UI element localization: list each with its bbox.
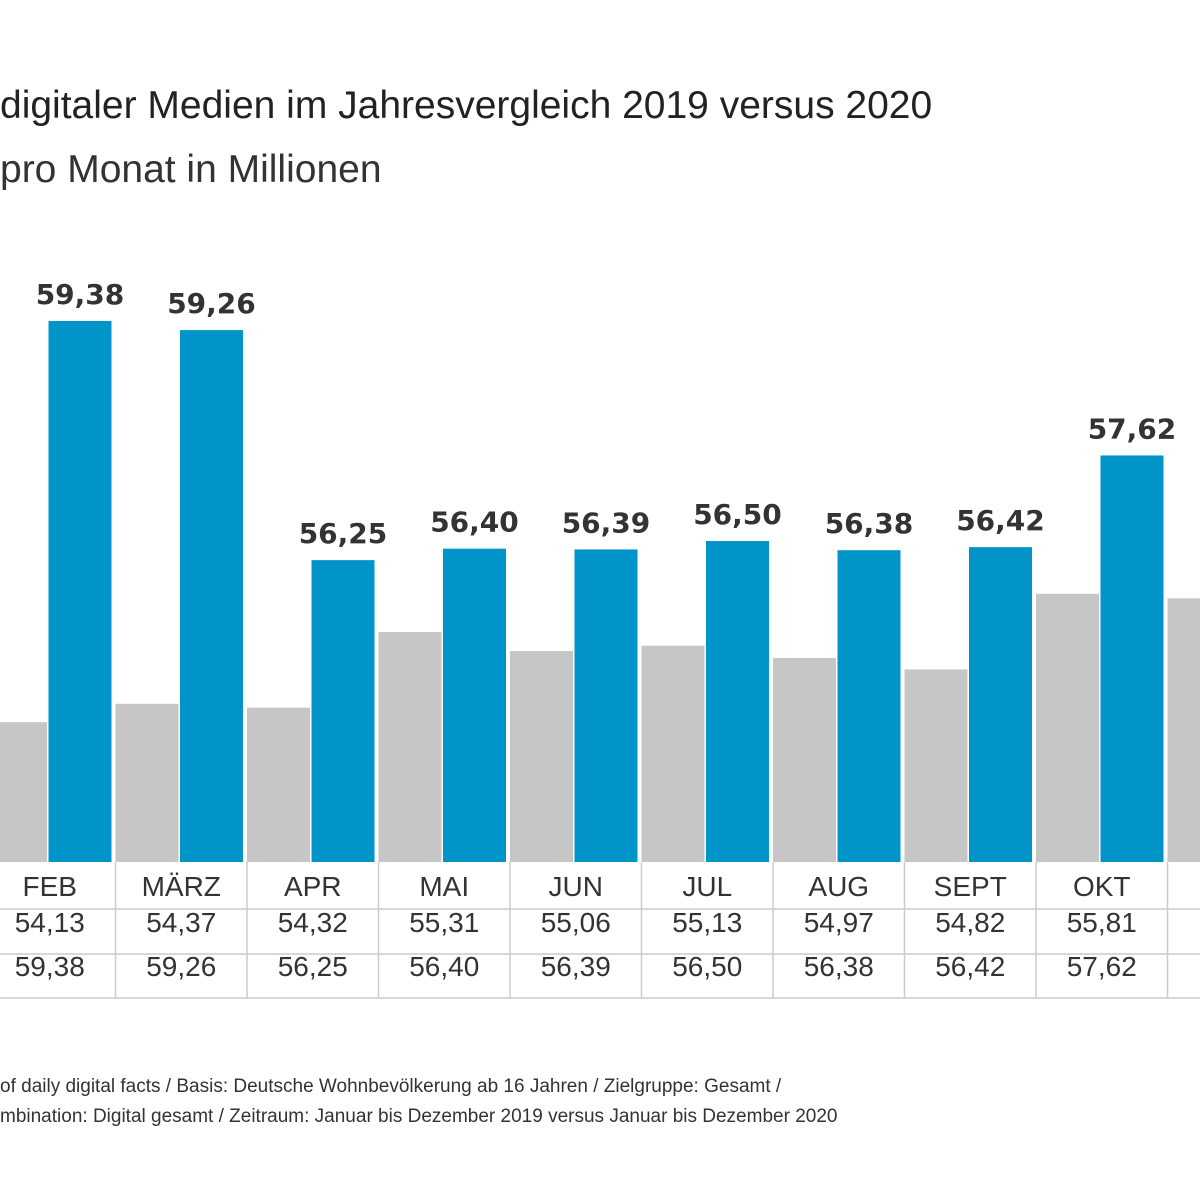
- x-tick-label: APR: [284, 871, 342, 902]
- bar-2020: [48, 320, 112, 863]
- data-label-2020: 57,62: [1088, 412, 1177, 445]
- x-tick-label: MÄRZ: [142, 871, 221, 902]
- footnote-line-2: mbination: Digital gesamt / Zeitraum: Ja…: [0, 1106, 838, 1127]
- table-cell-2019: 55,06: [541, 907, 611, 938]
- bar-2019: [378, 631, 442, 862]
- x-tick-label: JUN: [549, 871, 603, 902]
- chart-title: digitaler Medien im Jahresvergleich 2019…: [0, 84, 933, 127]
- table-cell-2020: 56,50: [672, 951, 742, 982]
- table-cell-2019: 54,37: [146, 907, 216, 938]
- data-label-2020: 56,42: [956, 504, 1045, 537]
- bar-2019: [641, 645, 705, 862]
- bar-2020: [443, 548, 506, 862]
- table-cell-2019: 55,81: [1067, 907, 1137, 938]
- bar-2020: [311, 560, 375, 862]
- data-label-2020: 56,50: [693, 498, 782, 531]
- bar-2020: [837, 550, 901, 862]
- data-label-2020: 56,39: [562, 506, 651, 539]
- data-label-2020: 59,26: [167, 287, 256, 320]
- x-tick-label: JUL: [682, 871, 732, 902]
- x-tick-label: OKT: [1073, 871, 1131, 902]
- bar-2019: [773, 657, 836, 862]
- table-cell-2020: 56,25: [278, 951, 348, 982]
- table-cell-2019: 55,13: [672, 907, 742, 938]
- bar-2019: [115, 703, 179, 862]
- table-cell-2020: 59,26: [146, 951, 216, 982]
- data-label-2020: 56,25: [299, 517, 388, 550]
- table-cell-2019: 54,32: [278, 907, 348, 938]
- table-cell-2020: 56,40: [409, 951, 479, 982]
- bar-2020: [574, 549, 638, 862]
- bar-2020: [969, 547, 1032, 862]
- data-label-2020: 56,38: [825, 507, 914, 540]
- footnote-line-1: of daily digital facts / Basis: Deutsche…: [0, 1076, 782, 1097]
- x-tick-label: MAI: [419, 871, 469, 902]
- bar-2019: [904, 669, 968, 862]
- x-tick-label: SEPT: [934, 871, 1007, 902]
- bar-2019: [510, 651, 573, 862]
- table-cell-2020: 56,42: [935, 951, 1005, 982]
- chart-subtitle: pro Monat in Millionen: [0, 148, 382, 191]
- table-cell-2020: 56,39: [541, 951, 611, 982]
- bar-2019: [247, 707, 310, 862]
- table-cell-2019: 54,13: [15, 907, 85, 938]
- x-tick-label: FEB: [23, 871, 77, 902]
- bar-2020: [180, 330, 243, 862]
- bar-2020: [706, 541, 769, 862]
- x-tick-label: AUG: [808, 871, 869, 902]
- data-label-2020: 56,40: [430, 506, 519, 539]
- bar-2020: [1100, 455, 1164, 862]
- table-cell-2020: 59,38: [15, 951, 85, 982]
- bar-2019: [1036, 593, 1099, 862]
- table-cell-2019: 54,97: [804, 907, 874, 938]
- bar-chart: 59,38 59,26 56,25 56,40 56,39 56,50 56,38 56,42…: [0, 278, 1200, 999]
- bar-2019: [0, 722, 47, 862]
- table-cell-2020: 56,38: [804, 951, 874, 982]
- table-cell-2019: 54,82: [935, 907, 1005, 938]
- table-cell-2019: 55,31: [409, 907, 479, 938]
- table-cell-2020: 57,62: [1067, 951, 1137, 982]
- bar-2019: [1167, 598, 1200, 862]
- data-label-2020: 59,38: [36, 278, 125, 311]
